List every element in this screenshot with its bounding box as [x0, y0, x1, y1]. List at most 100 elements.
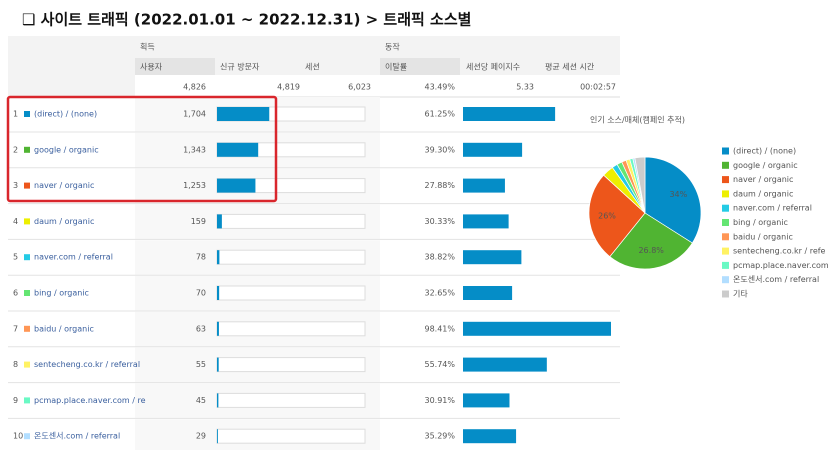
source-name: naver.com / referral — [34, 253, 113, 262]
legend-swatch — [722, 219, 729, 226]
users: 78 — [196, 253, 206, 262]
legend-label: 기타 — [733, 290, 748, 299]
source-name: daum / organic — [34, 217, 94, 226]
total-cell: 4,819 — [277, 83, 300, 92]
source-name: naver / organic — [34, 181, 94, 190]
total-cell: 00:02:57 — [580, 83, 616, 92]
source-name: (direct) / (none) — [34, 110, 97, 119]
legend-label: google / organic — [733, 161, 798, 170]
color-swatch — [24, 361, 30, 368]
color-swatch — [24, 254, 30, 261]
users: 1,343 — [183, 145, 206, 154]
bounce-bar — [463, 393, 510, 408]
bounce-bar — [463, 429, 517, 444]
source-name: baidu / organic — [34, 324, 94, 333]
users-bar — [217, 393, 219, 408]
bounce-bar — [463, 214, 509, 229]
legend-swatch — [722, 247, 729, 255]
color-swatch — [24, 397, 30, 404]
column-header: 이탈률 — [385, 62, 407, 72]
bounce-rate: 38.82% — [424, 253, 455, 262]
bar-track — [216, 249, 366, 265]
pie-slice — [609, 212, 693, 270]
users-bar — [217, 178, 256, 193]
active-column — [380, 58, 460, 75]
bounce-bar — [463, 107, 556, 121]
slice-label: 34% — [669, 190, 687, 199]
legend-swatch — [722, 190, 729, 198]
bounce-rate: 30.33% — [424, 217, 455, 226]
column-header: 신규 방문자 — [220, 62, 260, 72]
legend-swatch — [722, 147, 729, 155]
users-bar — [217, 357, 219, 372]
active-column — [135, 58, 215, 75]
rank: 4 — [13, 217, 18, 226]
slice-label: 26.8% — [638, 246, 664, 255]
legend-label: sentecheng.co.kr / refe — [733, 247, 826, 256]
bounce-rate: 98.41% — [424, 324, 455, 333]
column-header: 평균 세션 시간 — [545, 62, 595, 72]
pie-slice — [634, 156, 646, 214]
legend-label: naver / organic — [733, 175, 793, 184]
legend-label: naver.com / referral — [733, 204, 812, 213]
users: 55 — [196, 360, 206, 369]
bounce-rate: 39.30% — [424, 145, 455, 154]
source-name: pcmap.place.naver.com / re — [34, 396, 146, 405]
users-bar — [217, 107, 270, 121]
legend-swatch — [722, 261, 729, 269]
bar-track — [216, 321, 366, 337]
source-name: sentecheng.co.kr / referral — [34, 360, 140, 369]
bounce-rate: 30.91% — [424, 396, 455, 405]
users: 70 — [196, 289, 206, 298]
users: 1,253 — [183, 181, 206, 190]
legend-label: baidu / organic — [733, 232, 793, 241]
source-name: bing / organic — [34, 289, 89, 298]
column-header: 사용자 — [140, 63, 163, 72]
color-swatch — [24, 325, 30, 332]
users-bar — [217, 286, 220, 300]
color-swatch — [24, 111, 30, 117]
bounce-bar — [463, 142, 523, 157]
page-title: ❑ 사이트 트래픽 (2022.01.01 ~ 2022.12.31) > 트래… — [22, 11, 471, 29]
pie-slice — [588, 174, 646, 258]
rank: 2 — [13, 145, 18, 154]
totals-row — [135, 75, 620, 97]
legend-swatch — [722, 290, 729, 298]
legend-label: (direct) / (none) — [733, 147, 796, 156]
bar-track — [216, 357, 366, 373]
color-swatch — [24, 433, 30, 440]
legend-label: pcmap.place.naver.com — [733, 261, 829, 270]
group-header: 동작 — [385, 42, 400, 52]
users: 1,704 — [183, 110, 206, 119]
bounce-rate: 27.88% — [424, 181, 455, 190]
bounce-bar — [463, 357, 547, 372]
users: 29 — [196, 432, 206, 441]
rank: 7 — [13, 324, 18, 333]
bounce-rate: 35.29% — [424, 432, 455, 441]
chart-title: 인기 소스/매체(캠페인 추적) — [590, 115, 685, 125]
bounce-rate: 61.25% — [424, 110, 455, 119]
legend-label: 온도센서.com / referral — [733, 274, 819, 284]
bounce-bar — [463, 286, 513, 300]
users-bar — [217, 214, 222, 229]
users: 45 — [196, 396, 206, 405]
color-swatch — [24, 182, 30, 189]
rank: 6 — [13, 289, 18, 298]
total-cell: 43.49% — [424, 83, 455, 92]
column-header: 세션 — [305, 62, 320, 72]
bar-track — [216, 213, 366, 229]
bar-track — [216, 285, 366, 301]
total-cell: 6,023 — [348, 83, 371, 92]
bounce-bar — [463, 250, 522, 265]
highlight-box — [6, 95, 278, 203]
bar-track — [216, 392, 366, 408]
legend-swatch — [722, 161, 729, 169]
rank: 8 — [13, 360, 18, 369]
rank: 10 — [13, 432, 23, 441]
group-header: 획득 — [140, 42, 155, 52]
color-swatch — [24, 146, 30, 153]
legend-swatch — [722, 276, 729, 284]
legend-label: daum / organic — [733, 189, 793, 198]
slice-label: 26% — [598, 211, 616, 220]
legend-label: bing / organic — [733, 218, 788, 227]
